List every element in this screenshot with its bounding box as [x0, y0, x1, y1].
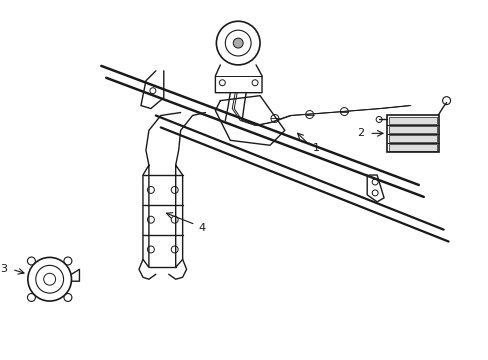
Bar	[388, 117, 436, 125]
Bar	[386, 114, 438, 152]
Text: 2: 2	[357, 129, 364, 138]
Bar	[388, 144, 436, 151]
Text: 4: 4	[198, 222, 205, 233]
Text: 3: 3	[0, 264, 7, 274]
Bar	[388, 135, 436, 142]
Circle shape	[233, 38, 243, 48]
Bar	[388, 126, 436, 133]
Text: 1: 1	[312, 143, 319, 153]
